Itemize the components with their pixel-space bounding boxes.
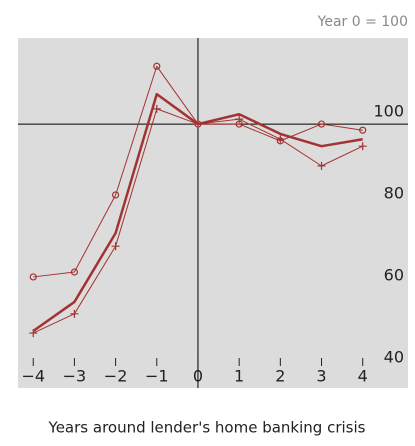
point-marker bbox=[111, 242, 120, 251]
plot-background bbox=[18, 38, 408, 388]
point-marker bbox=[359, 126, 367, 134]
point-marker bbox=[29, 273, 37, 281]
y-tick-label: 40 bbox=[384, 347, 404, 366]
point-marker bbox=[235, 115, 244, 124]
point-marker bbox=[70, 309, 79, 318]
x-axis-label: Years around lender's home banking crisi… bbox=[48, 419, 366, 437]
point-marker bbox=[193, 120, 202, 129]
point-marker bbox=[358, 142, 367, 151]
y-tick-label: 80 bbox=[384, 184, 404, 203]
x-tick-label: −2 bbox=[104, 367, 128, 386]
x-tick-label: −4 bbox=[21, 367, 45, 386]
point-marker bbox=[276, 135, 285, 144]
x-tick-label: 2 bbox=[275, 367, 285, 386]
point-marker bbox=[153, 62, 161, 70]
x-tick-label: 3 bbox=[316, 367, 326, 386]
x-tick-label: −3 bbox=[63, 367, 87, 386]
y-tick-label: 60 bbox=[384, 266, 404, 285]
x-tick-label: 4 bbox=[358, 367, 368, 386]
y-tick-label: 100 bbox=[373, 102, 404, 121]
point-marker bbox=[317, 120, 326, 128]
point-marker bbox=[152, 104, 161, 113]
x-tick-label: 1 bbox=[234, 367, 244, 386]
x-tick-label: −1 bbox=[145, 367, 169, 386]
point-marker bbox=[112, 191, 120, 199]
point-marker bbox=[70, 268, 79, 276]
point-marker bbox=[29, 329, 38, 338]
subtitle: Year 0 = 100 bbox=[317, 14, 408, 30]
point-marker bbox=[317, 161, 326, 170]
